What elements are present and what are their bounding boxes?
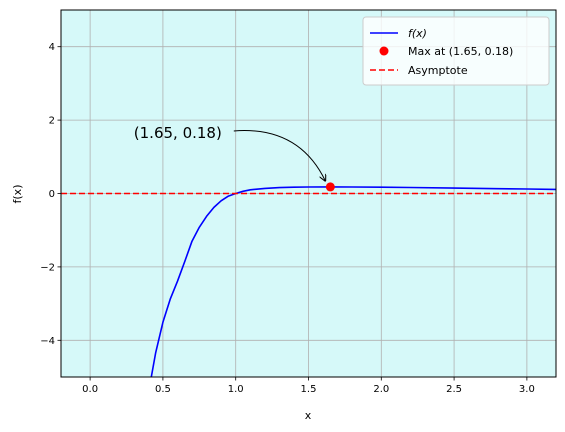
legend-swatch-max xyxy=(379,46,389,56)
max-point-marker xyxy=(325,182,335,192)
legend-label: Asymptote xyxy=(408,64,468,77)
x-axis: 0.0 0.5 1.0 1.5 2.0 2.5 3.0 xyxy=(82,377,535,395)
y-tick-label: 0 xyxy=(49,189,55,200)
legend-box xyxy=(362,16,550,86)
x-tick-label: 0.0 xyxy=(82,384,98,395)
annotation-text: (1.65, 0.18) xyxy=(134,124,222,142)
y-axis-label: f(x) xyxy=(11,185,24,204)
y-tick-label: 4 xyxy=(49,42,55,53)
y-tick-label: 2 xyxy=(49,116,55,127)
x-tick-label: 2.0 xyxy=(373,384,389,395)
y-tick-label: −2 xyxy=(40,262,55,273)
legend: f(x) Max at (1.65, 0.18) Asymptote xyxy=(362,16,550,86)
plot-area xyxy=(61,182,556,377)
x-tick-label: 1.0 xyxy=(228,384,244,395)
x-axis-label: x xyxy=(305,409,312,422)
x-tick-label: 3.0 xyxy=(519,384,535,395)
annotation: (1.65, 0.18) xyxy=(134,124,326,181)
series-line-fx xyxy=(150,186,556,377)
x-tick-label: 2.5 xyxy=(446,384,462,395)
y-tick-label: −4 xyxy=(40,336,55,347)
x-tick-label: 1.5 xyxy=(301,384,317,395)
y-axis: −4 −2 0 2 4 xyxy=(40,42,61,347)
legend-label: Max at (1.65, 0.18) xyxy=(408,45,513,58)
annotation-arrow xyxy=(233,130,326,181)
legend-label: f(x) xyxy=(408,27,427,40)
x-tick-label: 0.5 xyxy=(155,384,171,395)
